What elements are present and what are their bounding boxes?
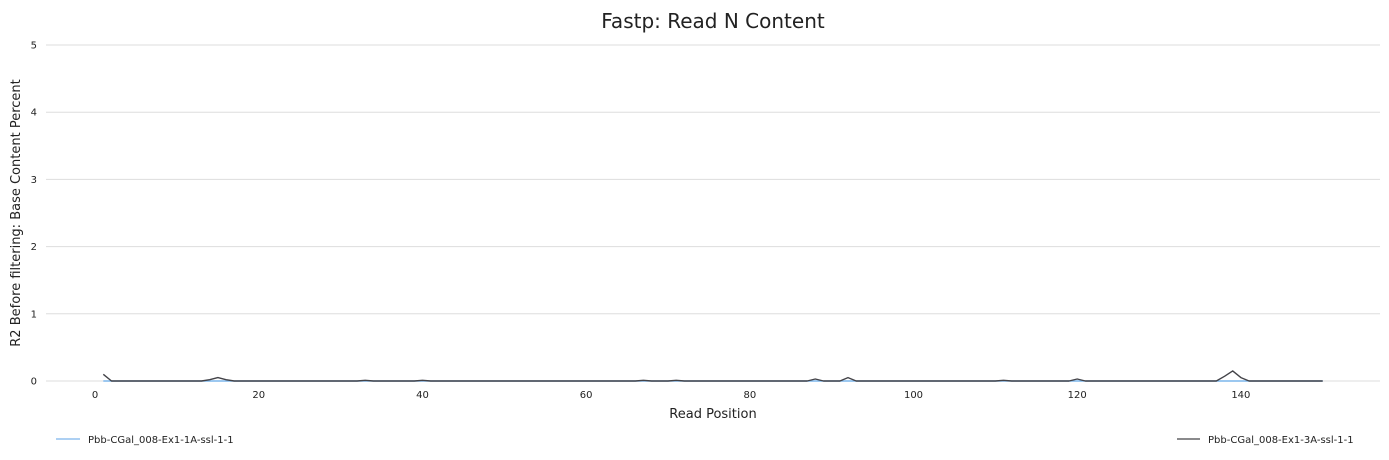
y-tick-label: 2 — [31, 242, 37, 253]
x-tick-label: 140 — [1231, 390, 1250, 401]
gridlines — [46, 44, 1380, 382]
legend-item-label[interactable]: Pbb-CGal_008-Ex1-3A-ssl-1-1 — [1208, 435, 1354, 446]
legend: Pbb-CGal_008-Ex1-1A-ssl-1-1 Pbb-CGal_008-… — [56, 435, 1354, 446]
y-axis-label: R2 Before filtering: Base Content Percen… — [9, 79, 24, 346]
x-tick-label: 80 — [743, 390, 756, 401]
y-tick-label: 5 — [31, 41, 37, 52]
x-axis-label: Read Position — [669, 407, 756, 422]
y-axis-ticks: 0 1 2 3 4 5 — [31, 41, 37, 388]
chart-title: Fastp: Read N Content — [601, 9, 825, 33]
series-line-2[interactable] — [102, 370, 1323, 382]
x-tick-label: 0 — [92, 390, 98, 401]
y-tick-label: 3 — [31, 175, 37, 186]
x-axis-ticks: 0 20 40 60 80 100 120 140 — [92, 390, 1251, 401]
y-tick-label: 0 — [31, 377, 37, 388]
x-tick-label: 40 — [416, 390, 429, 401]
y-tick-label: 1 — [31, 309, 37, 320]
x-tick-label: 20 — [252, 390, 265, 401]
series-lines — [102, 370, 1323, 382]
x-tick-label: 100 — [904, 390, 923, 401]
x-tick-label: 60 — [580, 390, 593, 401]
legend-item-label[interactable]: Pbb-CGal_008-Ex1-1A-ssl-1-1 — [88, 435, 234, 446]
x-tick-label: 120 — [1068, 390, 1087, 401]
y-tick-label: 4 — [31, 108, 37, 119]
